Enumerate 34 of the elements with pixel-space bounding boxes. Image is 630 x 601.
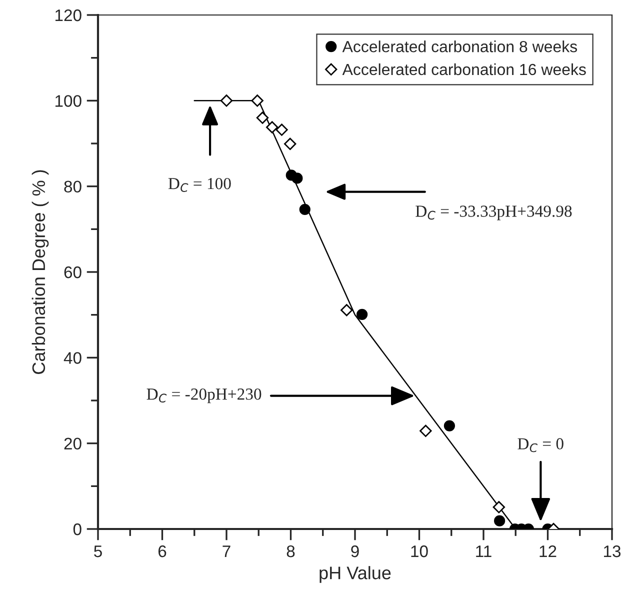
annotation: D$_{C}$ = -33.33pH+349.98 — [416, 206, 572, 220]
annotation: D$_{C}$ = 100 — [168, 178, 231, 192]
y-tick-label: 80 — [64, 180, 82, 193]
point — [276, 124, 288, 136]
legend-label: Accelerated carbonation 8 weeks — [342, 40, 577, 52]
x-tick-label: 6 — [158, 545, 166, 558]
point — [284, 138, 296, 150]
x-tick-label: 12 — [540, 545, 556, 558]
annotation: D$_{C}$ = 0 — [518, 438, 564, 452]
x-axis-title: pH Value — [320, 566, 391, 583]
point — [251, 94, 264, 107]
point — [220, 94, 233, 107]
point — [256, 112, 269, 124]
x-tick-label: 5 — [94, 546, 102, 558]
point — [356, 308, 368, 320]
point — [340, 304, 353, 316]
x-tick-label: 8 — [286, 545, 295, 558]
y-tick-label: 40 — [64, 352, 82, 364]
y-tick-label: 20 — [64, 438, 82, 450]
point — [299, 204, 310, 216]
x-tick-label: 7 — [222, 546, 230, 558]
y-tick-label: 120 — [55, 9, 82, 22]
legend-label: Accelerated carbonation 16 weeks — [342, 63, 586, 76]
x-tick-label: 10 — [411, 545, 428, 558]
annotation: D$_{C}$ = -20pH+230 — [146, 388, 262, 404]
y-axis-title: Carbonation Degree ( % ) — [32, 170, 49, 374]
y-tick-label: 100 — [55, 95, 82, 107]
x-tick-label: 13 — [604, 545, 621, 558]
point — [292, 172, 303, 184]
point — [266, 121, 278, 134]
x-tick-label: 9 — [351, 545, 359, 558]
y-tick-label: 0 — [73, 523, 82, 536]
y-tick-label: 60 — [64, 266, 82, 278]
x-tick-label: 11 — [476, 546, 492, 558]
